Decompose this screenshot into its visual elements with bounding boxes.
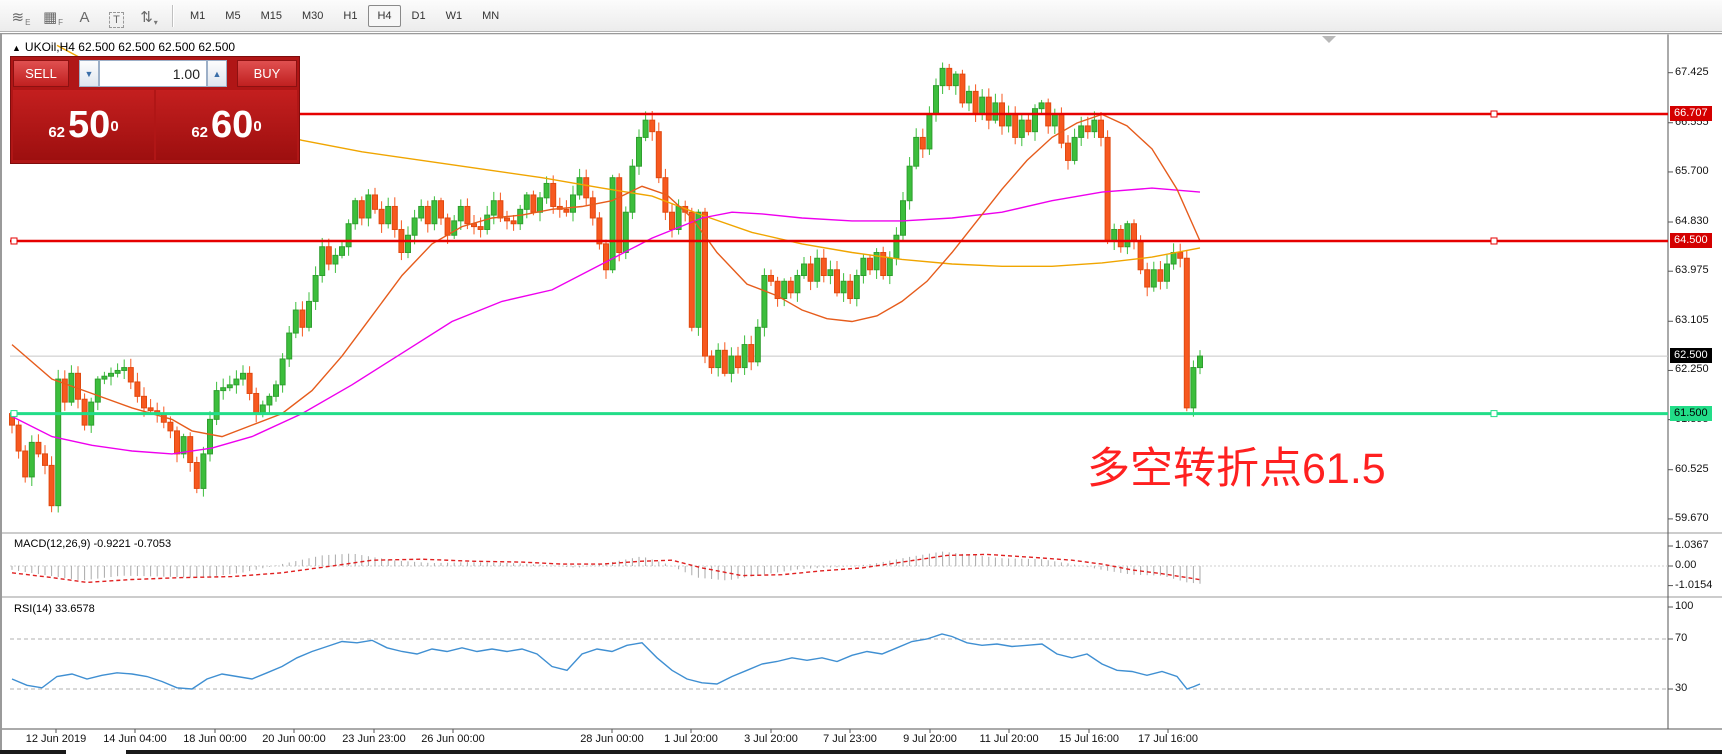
price-tick: 65.700 xyxy=(1675,164,1709,177)
timeframe-mn[interactable]: MN xyxy=(482,9,500,22)
line-handle[interactable] xyxy=(1490,237,1498,245)
price-tick: 64.830 xyxy=(1675,215,1709,227)
macd-histogram xyxy=(11,551,1201,584)
timeframe-w1[interactable]: W1 xyxy=(445,9,463,22)
chart-canvas[interactable] xyxy=(2,34,1722,751)
rsi-label: RSI(14) 33.6578 xyxy=(14,603,95,615)
timeframe-m30[interactable]: M30 xyxy=(301,9,324,22)
timeframe-h1[interactable]: H1 xyxy=(343,9,358,22)
chart-shift-marker-icon[interactable] xyxy=(1322,36,1336,43)
time-axis-label: 1 Jul 20:00 xyxy=(664,733,718,745)
candlestick-series xyxy=(9,62,1203,513)
time-axis-label: 17 Jul 16:00 xyxy=(1138,733,1198,745)
macd-tick: -1.0154 xyxy=(1675,578,1713,591)
sell-price-big: 50 xyxy=(68,104,111,146)
buy-price-big: 60 xyxy=(211,104,254,146)
rsi-line xyxy=(11,633,1201,690)
timeframe-h4[interactable]: H4 xyxy=(368,4,401,27)
rsi-tick: 100 xyxy=(1675,600,1694,612)
grid-icon[interactable]: ▦ F xyxy=(42,8,64,27)
price-line-badge: 61.500 xyxy=(1670,405,1712,421)
time-axis-label: 23 Jun 23:00 xyxy=(342,733,406,745)
chart-title-text: UKOil,H4 62.500 62.500 62.500 62.500 xyxy=(24,40,236,54)
time-axis-label: 3 Jul 20:00 xyxy=(744,733,798,745)
timeframe-m5[interactable]: M5 xyxy=(225,9,241,22)
line-handle[interactable] xyxy=(10,237,18,245)
chart-annotation-text: 多空转折点61.5 xyxy=(1087,445,1386,493)
time-axis-label: 20 Jun 00:00 xyxy=(262,733,326,745)
timeframe-d1[interactable]: D1 xyxy=(411,9,426,22)
time-axis-label: 15 Jul 16:00 xyxy=(1059,733,1119,745)
price-tick: 63.105 xyxy=(1675,314,1709,327)
price-line-badge: 64.500 xyxy=(1670,232,1712,248)
sell-button[interactable]: SELL xyxy=(13,60,69,87)
price-tick: 63.975 xyxy=(1675,264,1709,277)
timeframe-m15[interactable]: M15 xyxy=(260,9,282,22)
macd-tick: 0.00 xyxy=(1675,559,1697,571)
price-tick: 62.250 xyxy=(1675,363,1709,376)
time-axis-label: 11 Jul 20:00 xyxy=(979,733,1039,745)
moving-average-orange xyxy=(11,113,1201,438)
line-handle[interactable] xyxy=(10,410,18,418)
patterns-icon[interactable]: ≋ E xyxy=(11,8,31,27)
toolbar: ≋ E ▦ F A T ⇅ ▾ M1 M5 M15 M30 H1 H4 D1 W1 MN xyxy=(0,0,1722,32)
buy-price-small: 62 xyxy=(191,123,209,141)
macd-tick: 1.0367 xyxy=(1675,538,1709,551)
macd-signal-line xyxy=(11,553,1201,584)
toolbar-icons: ≋ E ▦ F A T ⇅ ▾ xyxy=(8,4,168,28)
one-click-trade-panel: SELL ▼ ▲ BUY 62 50 0 62 60 0 xyxy=(10,56,300,164)
rsi-tick: 30 xyxy=(1675,682,1688,694)
price-tick: 60.525 xyxy=(1675,462,1709,475)
toolbar-separator xyxy=(172,4,173,27)
volume-up-button[interactable]: ▲ xyxy=(207,60,227,87)
timeframe-bar: M1 M5 M15 M30 H1 H4 D1 W1 MN xyxy=(181,4,510,27)
price-line-badge: 66.707 xyxy=(1670,106,1712,121)
price-tick: 67.425 xyxy=(1675,65,1709,78)
volume-down-button[interactable]: ▼ xyxy=(79,60,99,87)
triangle-up-icon: ▲ xyxy=(12,43,21,53)
sell-price-button[interactable]: 62 50 0 xyxy=(13,90,154,160)
chart-window[interactable]: ▲ UKOil,H4 62.500 62.500 62.500 62.500 SE… xyxy=(0,33,1722,750)
macd-label: MACD(12,26,9) -0.9221 -0.7053 xyxy=(14,538,172,550)
time-axis-label: 26 Jun 00:00 xyxy=(421,733,485,745)
time-axis-label: 9 Jul 20:00 xyxy=(903,733,957,745)
text-label-icon[interactable]: A xyxy=(79,8,90,26)
buy-button[interactable]: BUY xyxy=(237,60,297,87)
buy-price-sup: 0 xyxy=(253,117,262,135)
sell-price-small: 62 xyxy=(48,123,66,141)
bottom-border-bar xyxy=(0,750,1722,754)
time-axis-label: 7 Jul 23:00 xyxy=(823,733,877,745)
arrows-icon[interactable]: ⇅ ▾ xyxy=(140,8,158,27)
buy-price-button[interactable]: 62 60 0 xyxy=(156,90,297,160)
line-handle[interactable] xyxy=(1490,110,1498,118)
timeframe-m1[interactable]: M1 xyxy=(190,9,206,22)
rsi-tick: 70 xyxy=(1675,632,1688,644)
line-handle[interactable] xyxy=(1490,410,1498,418)
moving-average-magenta xyxy=(11,187,1201,455)
bottom-border-gap xyxy=(66,750,126,754)
time-axis-label: 18 Jun 00:00 xyxy=(183,733,247,745)
sell-price-sup: 0 xyxy=(110,117,119,135)
volume-input[interactable] xyxy=(99,60,207,87)
price-tick: 59.670 xyxy=(1675,511,1709,524)
bid-price-badge: 62.500 xyxy=(1670,348,1712,364)
time-axis-label: 28 Jun 00:00 xyxy=(580,733,644,745)
chart-title: ▲ UKOil,H4 62.500 62.500 62.500 62.500 xyxy=(12,40,235,54)
time-axis-label: 14 Jun 04:00 xyxy=(103,733,167,745)
text-box-icon[interactable]: T xyxy=(104,4,130,28)
time-axis-label: 12 Jun 2019 xyxy=(25,733,87,745)
